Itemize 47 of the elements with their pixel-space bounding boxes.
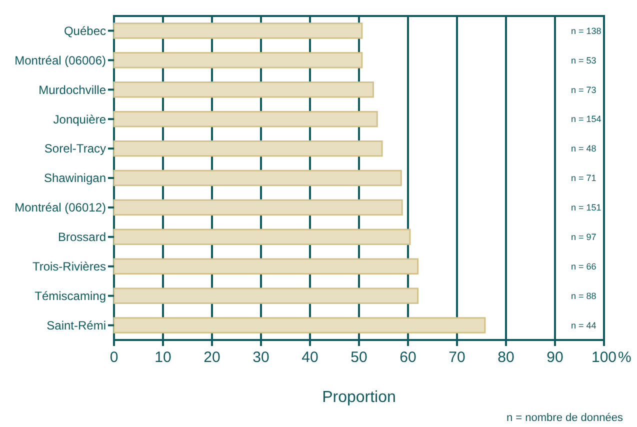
x-tick-label: 30: [252, 349, 270, 366]
text: n = nombre de données: [506, 412, 624, 424]
annotation: n = 48: [571, 144, 596, 154]
annotation: n = 138: [571, 26, 602, 36]
bar: [113, 110, 378, 128]
x-tick-label: 20: [204, 349, 220, 366]
y-tick-label: Montréal (06012): [14, 200, 106, 215]
bar: [113, 199, 403, 216]
y-tick-label: Shawinigan: [44, 171, 106, 186]
x-tick-label: 70: [448, 349, 466, 366]
x-axis-title: Proportion: [322, 389, 396, 406]
x-tick-label: 60: [400, 349, 416, 366]
bar: [113, 22, 363, 39]
bar: [113, 258, 419, 274]
y-tick-label: Québec: [64, 24, 106, 38]
y-tick-label: Montréal (06006): [14, 53, 106, 68]
bar: [113, 317, 486, 334]
annotation: n = 151: [571, 202, 602, 213]
bar: [113, 170, 402, 186]
x-tick-label: 40: [302, 349, 318, 366]
annotation: n = 44: [571, 320, 596, 330]
y-tick-label: Témiscaming: [34, 289, 106, 304]
x-tick-label: 10: [154, 349, 172, 366]
bar: [113, 228, 411, 246]
text: %: [618, 349, 632, 366]
bar: [113, 52, 363, 68]
annotation: n = 97: [571, 232, 596, 242]
y-tick-label: Brossard: [58, 230, 106, 244]
y-tick-label: Jonquière: [53, 112, 106, 126]
x-tick-label: 90: [546, 349, 564, 366]
annotation: n = 88: [571, 290, 596, 301]
annotation: n = 154: [571, 114, 602, 124]
y-tick-label: Sorel-Tracy: [44, 142, 106, 156]
bar: [113, 140, 383, 157]
x-tick-label: 50: [350, 349, 368, 366]
annotation: n = 66: [571, 262, 596, 272]
annotation: n = 73: [571, 84, 596, 95]
x-tick-label: 80: [498, 349, 514, 366]
bar: [113, 288, 419, 304]
y-tick-label: Murdochville: [38, 82, 106, 97]
annotation: n = 71: [571, 173, 596, 184]
y-tick-label: Trois-Rivières: [32, 260, 106, 274]
annotation: n = 53: [571, 55, 596, 66]
bar: [113, 82, 374, 98]
x-tick-label: 100: [591, 349, 617, 366]
y-tick-label: Saint-Rémi: [46, 318, 106, 332]
x-tick-label: 0: [110, 349, 118, 366]
